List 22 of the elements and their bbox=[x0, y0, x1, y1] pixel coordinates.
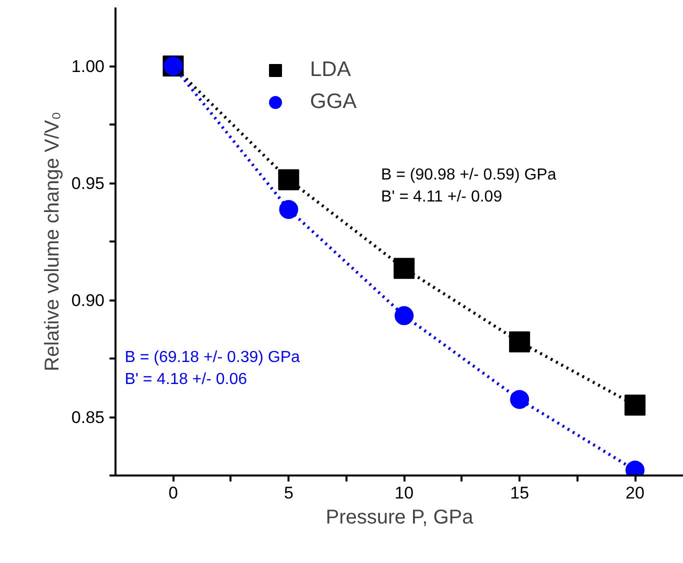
y-axis-title: Relative volume change V/V₀ bbox=[41, 112, 64, 372]
point bbox=[394, 258, 415, 279]
x-tick-label: 20 bbox=[626, 484, 644, 502]
point bbox=[394, 306, 414, 326]
x-tick-label: 10 bbox=[394, 484, 414, 502]
x-tick-label: 0 bbox=[168, 484, 178, 502]
annotation: B = (69.18 +/- 0.39) GPa B' = 4.18 +/- 0.06 bbox=[124, 349, 300, 388]
y-tick-label: 0.85 bbox=[71, 408, 105, 427]
y-tick-label: 1.00 bbox=[71, 57, 105, 76]
point bbox=[510, 390, 530, 409]
point bbox=[509, 331, 530, 352]
annotation: B = (90.98 +/- 0.59) GPa B' = 4.11 +/- 0.09 bbox=[381, 166, 556, 206]
x-tick-label: 5 bbox=[284, 484, 294, 502]
point bbox=[279, 200, 298, 219]
y-tick-label: 0.95 bbox=[71, 174, 105, 193]
x-tick-label: 15 bbox=[510, 484, 530, 502]
legend-label: LDA bbox=[310, 58, 351, 82]
y-tick-label: 0.90 bbox=[71, 291, 105, 310]
x-axis-title: Pressure P, GPa bbox=[326, 506, 474, 528]
point bbox=[278, 169, 300, 190]
legend-label: GGA bbox=[310, 90, 357, 114]
point bbox=[624, 394, 646, 416]
